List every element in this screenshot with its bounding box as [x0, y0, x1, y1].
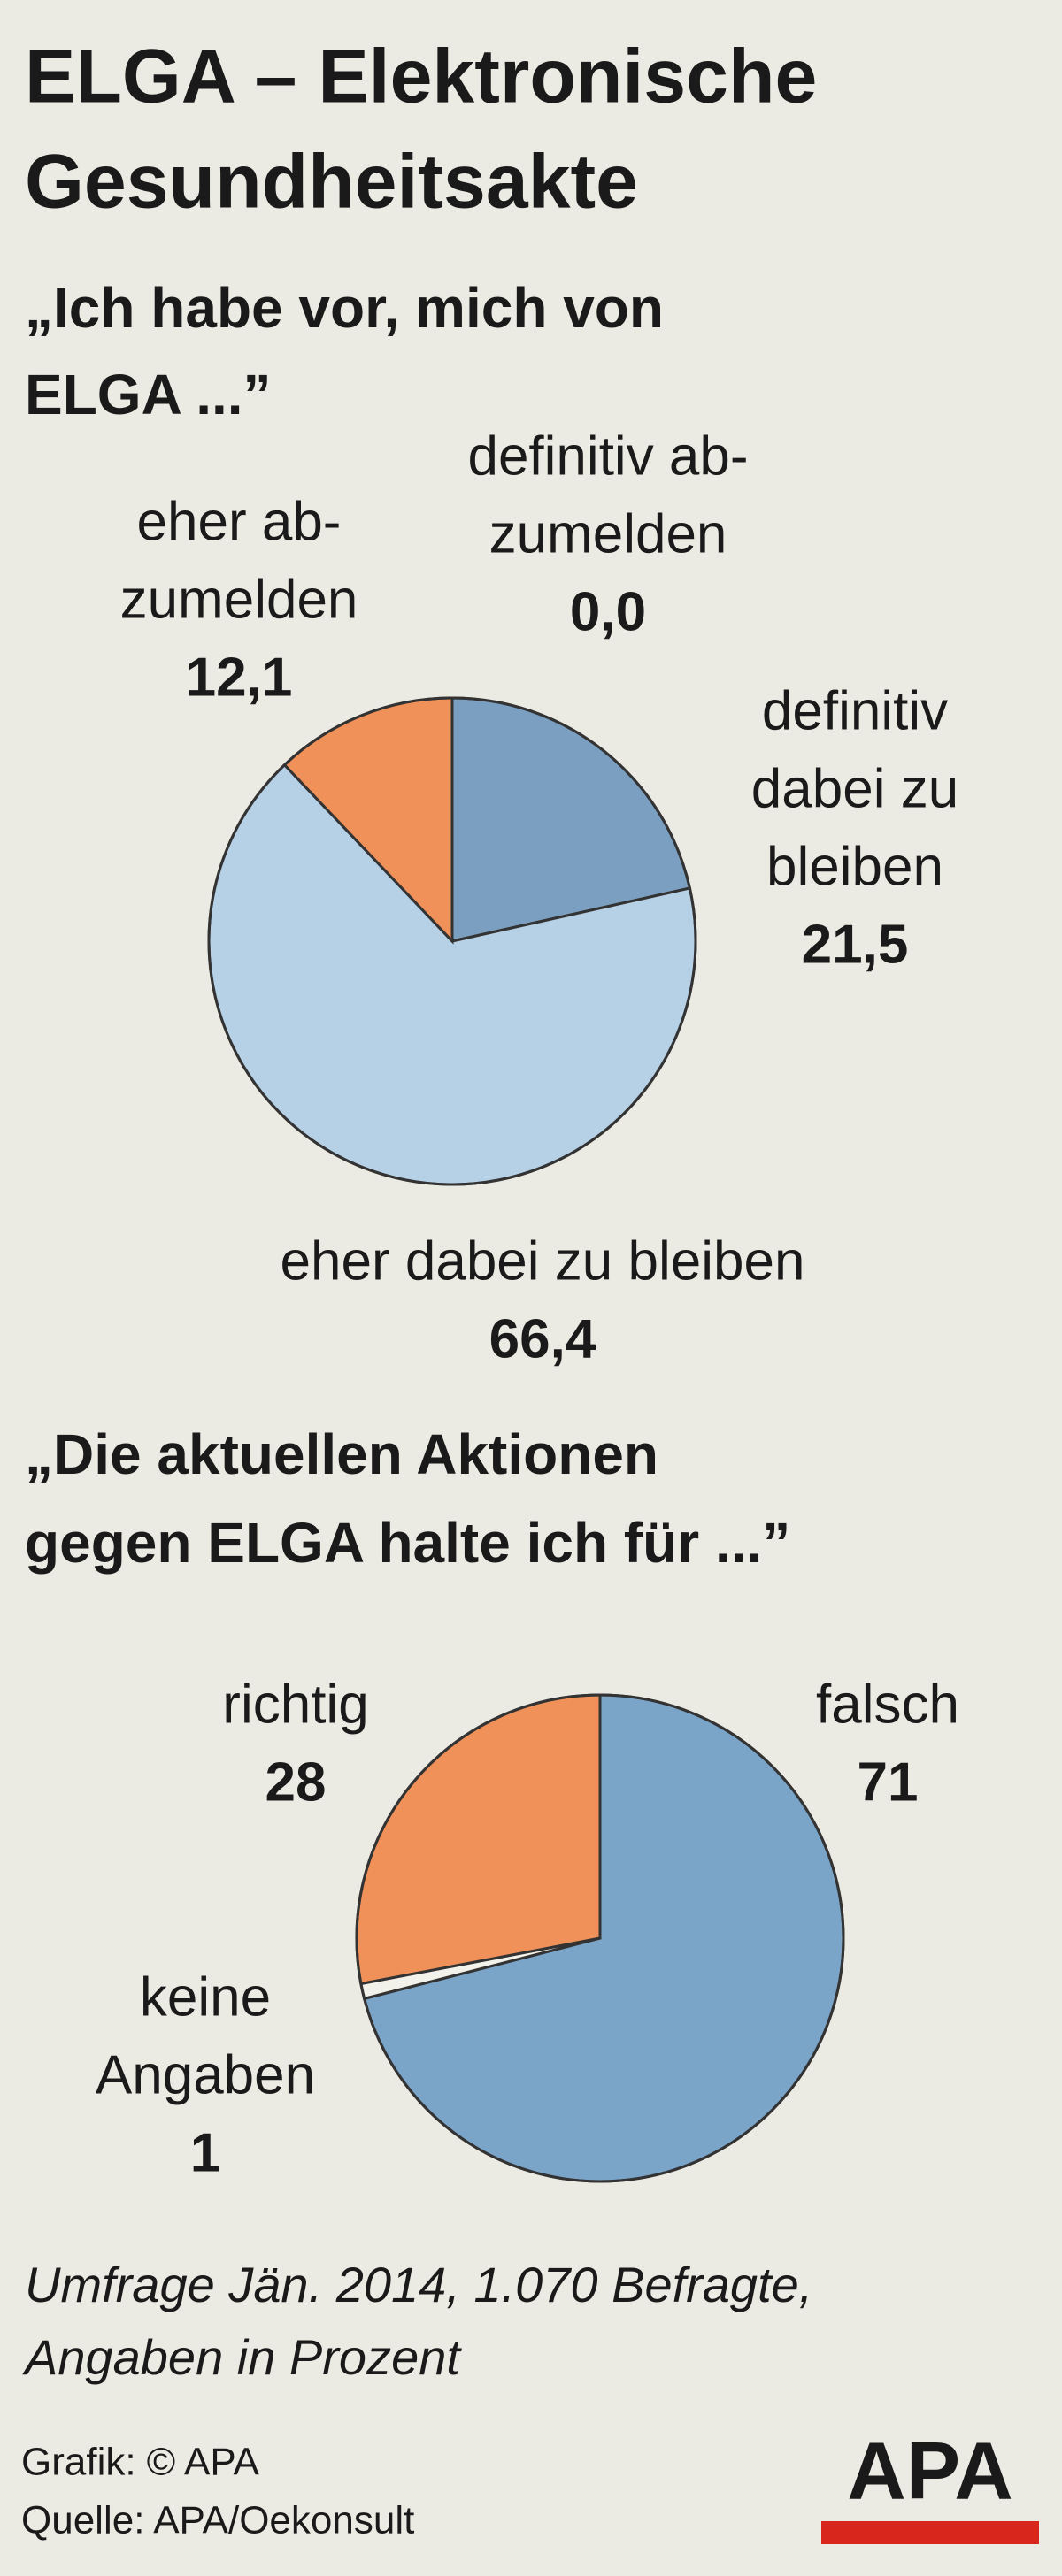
slice-label: eher ab- [137, 491, 342, 552]
value-label: 21,5 [802, 914, 909, 975]
slice-label: eher dabei zu bleiben [281, 1230, 805, 1292]
title: ELGA – Elektronische [25, 34, 817, 119]
value-label: 28 [266, 1752, 327, 1813]
logo: APA [847, 2426, 1012, 2516]
value-label: 1 [190, 2122, 220, 2183]
slice-label: falsch [816, 1674, 959, 1735]
slice-label: bleiben [766, 836, 943, 897]
title: Gesundheitsakte [25, 140, 638, 225]
value-label: 12,1 [186, 647, 293, 708]
pie-outline [355, 1693, 845, 2183]
footnote: Umfrage Jän. 2014, 1.070 Befragte, [25, 2257, 812, 2312]
logo-bar [821, 2521, 1039, 2544]
slice-label: definitiv ab- [467, 426, 748, 487]
slice-label: keine [140, 1966, 271, 2028]
pie-slice [355, 1693, 602, 1986]
footnote: Angaben in Prozent [22, 2329, 462, 2385]
subtitle: ELGA ...” [25, 363, 272, 426]
subtitle: „Die aktuellen Aktionen [25, 1422, 658, 1486]
value-label: 0,0 [570, 581, 646, 642]
slice-label: definitiv [762, 680, 948, 741]
subtitle: gegen ELGA halte ich für ...” [25, 1511, 790, 1575]
slice-label: richtig [222, 1674, 368, 1735]
subtitle: „Ich habe vor, mich von [25, 276, 664, 340]
value-label: 71 [858, 1752, 919, 1813]
slice-label: Angaben [96, 2044, 315, 2105]
credit: Quelle: APA/Oekonsult [21, 2499, 414, 2542]
credit: Grafik: © APA [21, 2441, 259, 2484]
pie-outline [207, 696, 697, 1186]
slice-label: dabei zu [751, 758, 958, 819]
slice-label: zumelden [489, 503, 727, 564]
slice-label: zumelden [120, 569, 358, 630]
value-label: 66,4 [489, 1308, 596, 1369]
